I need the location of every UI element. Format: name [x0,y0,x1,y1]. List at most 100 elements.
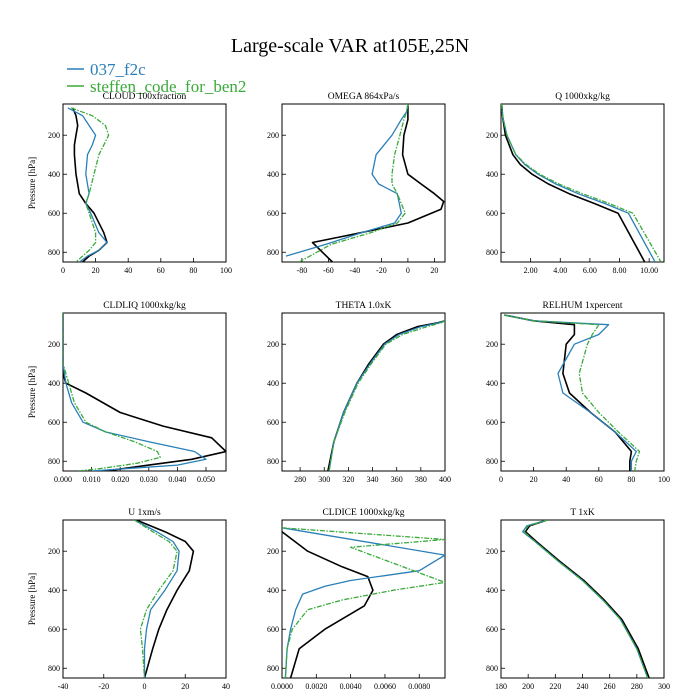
x-tick-label: 280 [631,682,643,691]
y-tick-label: 600 [267,625,279,634]
x-tick-label: 20 [181,682,189,691]
panel-5: RELHUM 1xpercent 0 20 40 60 80 100 200 400 600 800 [486,301,670,484]
plot-frame [281,103,446,263]
y-tick-label: 400 [48,586,60,595]
series-line-steffen-code-for-ben2 [298,104,409,262]
y-tick-label: 600 [48,418,60,427]
y-tick-label: 600 [486,625,498,634]
y-tick-label: 800 [267,457,279,466]
series-line-037-f2c [282,527,445,678]
plot-frame [500,103,665,263]
series-line-037-f2c [328,320,445,471]
series-line-steffen-code-for-ben2 [70,107,110,262]
series-line-reference [524,520,650,678]
x-tick-label: 100 [220,266,232,275]
y-tick-label: 800 [267,248,279,257]
x-tick-label: 20 [92,266,100,275]
y-tick-label: 600 [48,209,60,218]
x-tick-label: 10.00 [640,266,658,275]
y-tick-label: 800 [486,457,498,466]
series-line-reference [311,104,445,262]
y-tick-label: 200 [267,547,279,556]
series-line-037-f2c [67,107,108,262]
y-tick-label: 600 [48,625,60,634]
x-tick-label: -60 [323,266,334,275]
panel-title: CLOUD 100xfraction [103,91,187,102]
y-tick-label: 600 [267,209,279,218]
x-tick-label: 300 [658,682,670,691]
x-tick-label: 0.020 [111,475,129,484]
legend-label-037-f2c: 037_f2c [90,60,146,79]
x-tick-label: -40 [58,682,69,691]
series-line-steffen-code-for-ben2 [133,520,178,678]
x-tick-label: 0 [406,266,410,275]
x-tick-label: 4.00 [553,266,567,275]
y-tick-label: 200 [267,131,279,140]
x-tick-label: 0 [143,682,147,691]
x-tick-label: 0.0060 [374,682,396,691]
legend: 037_f2c steffen_code_for_ben2 [67,60,246,96]
x-tick-label: 0.0040 [340,682,362,691]
x-tick-label: 60 [157,266,165,275]
series-line-037-f2c [133,520,180,678]
y-tick-label: 200 [48,547,60,556]
y-tick-label: 200 [486,340,498,349]
x-tick-label: 20 [530,475,538,484]
y-tick-label: 400 [486,379,498,388]
x-tick-label: -40 [350,266,361,275]
y-tick-label: 400 [267,170,279,179]
x-tick-label: 0.010 [83,475,101,484]
series-line-037-f2c [63,313,207,471]
x-tick-label: 400 [439,475,451,484]
y-tick-label: 800 [48,664,60,673]
panel-title: THETA 1.0xK [336,301,392,311]
x-tick-label: 8.00 [613,266,627,275]
panel-3: CLDLIQ 1000xkg/kg 0.000 0.010 0.020 0.030 0.0… [27,301,227,484]
series-line-reference [504,314,633,471]
panel-title: OMEGA 864xPa/s [328,92,400,102]
panel-title: T 1xK [570,508,595,518]
x-tick-label: 260 [604,682,616,691]
x-tick-label: 300 [318,475,330,484]
y-tick-label: 800 [48,457,60,466]
x-tick-label: 220 [549,682,561,691]
x-tick-label: 0.0000 [271,682,293,691]
y-tick-label: 200 [486,131,498,140]
x-tick-label: 2.00 [524,266,538,275]
x-tick-label: -80 [297,266,308,275]
panel-title: RELHUM 1xpercent [543,301,623,311]
x-tick-label: 40 [222,682,230,691]
plot-frame [62,103,227,263]
x-tick-label: 340 [367,475,379,484]
panel-6: U 1xm/s -40 -20 0 20 40 200 400 600 800 Pressure [… [27,508,230,691]
y-tick-label: 600 [267,418,279,427]
x-tick-label: 0.040 [168,475,186,484]
x-tick-label: 40 [124,266,132,275]
x-tick-label: 360 [391,475,403,484]
y-tick-label: 400 [48,170,60,179]
x-tick-label: -20 [376,266,387,275]
x-tick-label: 200 [522,682,534,691]
series-line-reference [72,107,108,262]
plot-frame [62,312,227,472]
y-tick-label: 400 [486,586,498,595]
plot-frame [281,519,446,679]
x-tick-label: 380 [415,475,427,484]
panel-4: THETA 1.0xK 280 300 320 340 360 380 400 200 400 60… [267,301,451,484]
y-axis-label: Pressure [hPa] [27,366,37,418]
x-tick-label: 60 [595,475,603,484]
x-tick-label: 180 [495,682,507,691]
y-tick-label: 200 [48,340,60,349]
panel-1: OMEGA 864xPa/s -80 -60 -40 -20 0 20 200 400 600 80… [267,92,446,275]
panel-8: T 1xK 180 200 220 240 260 280 300 200 400 600 800 [486,508,670,691]
plot-frame [281,312,446,472]
y-tick-label: 200 [486,547,498,556]
series-line-037-f2c [285,104,409,257]
y-tick-label: 400 [267,586,279,595]
x-tick-label: 100 [658,475,670,484]
series-line-steffen-code-for-ben2 [328,320,445,471]
series-line-037-f2c [501,104,656,262]
x-tick-label: 320 [342,475,354,484]
series-line-steffen-code-for-ben2 [504,314,641,471]
y-tick-label: 400 [48,379,60,388]
